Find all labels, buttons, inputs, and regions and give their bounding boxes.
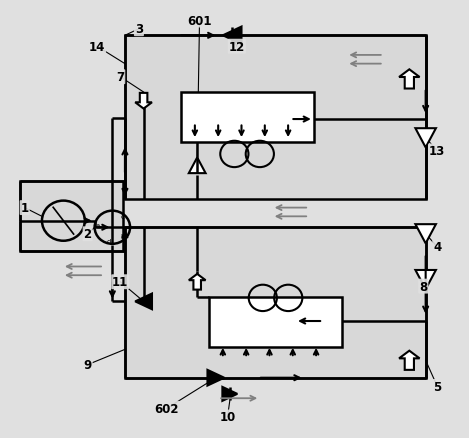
Polygon shape <box>399 70 420 89</box>
Text: 3: 3 <box>135 23 143 36</box>
Text: d: d <box>106 239 111 245</box>
Text: 11: 11 <box>112 276 129 289</box>
Bar <box>125 228 426 378</box>
Text: 5: 5 <box>433 380 441 393</box>
Polygon shape <box>399 351 420 370</box>
Polygon shape <box>135 94 152 110</box>
Text: a: a <box>95 223 99 229</box>
Bar <box>181 93 314 143</box>
Polygon shape <box>135 294 152 310</box>
Text: 13: 13 <box>429 145 446 158</box>
Polygon shape <box>416 129 436 148</box>
Text: 12: 12 <box>229 41 245 53</box>
Polygon shape <box>222 387 237 401</box>
Bar <box>125 36 426 199</box>
Text: c: c <box>121 213 125 219</box>
Text: 4: 4 <box>433 241 441 254</box>
Text: 8: 8 <box>419 280 427 293</box>
Text: 14: 14 <box>89 41 105 53</box>
Text: b: b <box>121 234 125 240</box>
Text: 9: 9 <box>83 358 92 371</box>
Text: 2: 2 <box>83 228 92 241</box>
Bar <box>209 297 342 347</box>
Text: 7: 7 <box>116 71 124 84</box>
Polygon shape <box>207 370 224 386</box>
Bar <box>20 182 122 252</box>
Text: 602: 602 <box>155 402 179 415</box>
Polygon shape <box>189 158 205 174</box>
Polygon shape <box>189 274 205 290</box>
Text: 1: 1 <box>21 201 29 215</box>
Polygon shape <box>416 225 436 244</box>
Text: 601: 601 <box>187 14 212 28</box>
Text: 10: 10 <box>219 410 235 424</box>
Polygon shape <box>416 270 436 290</box>
Polygon shape <box>223 28 242 45</box>
